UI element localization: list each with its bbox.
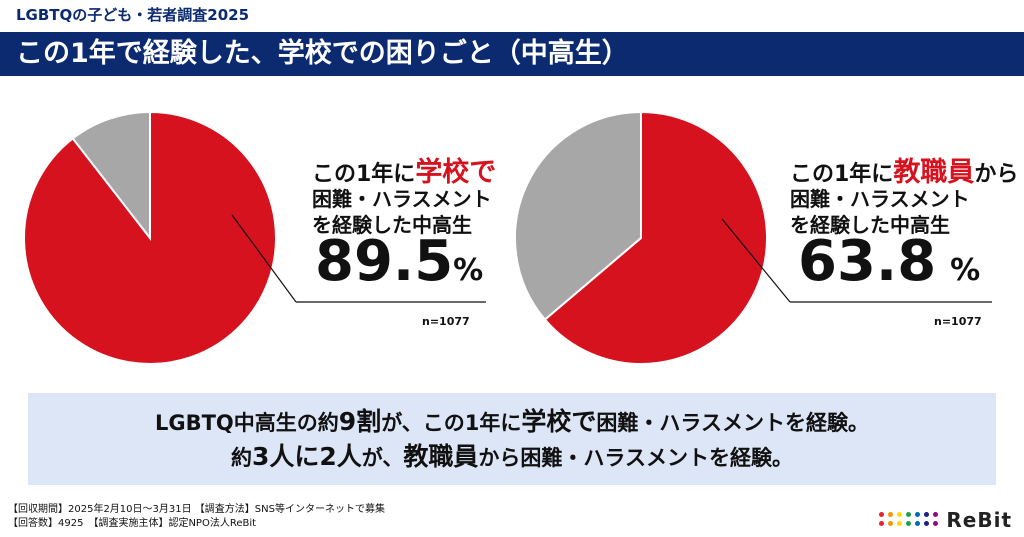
logo-dot bbox=[897, 521, 903, 526]
left-highlight: 学校で bbox=[415, 157, 497, 188]
logo-dot bbox=[906, 512, 912, 517]
callout-line-left bbox=[231, 214, 297, 303]
footnote-line1: 【回収期間】2025年2月10日〜3月31日 【調査方法】SNS等インターネット… bbox=[8, 504, 385, 515]
footnote-line2: 【回答数】4925 【調査実施主体】認定NPO法人ReBit bbox=[8, 518, 257, 529]
left-percentage: 89.5% bbox=[315, 232, 483, 292]
right-callout-line1: この1年に教職員から bbox=[790, 157, 1019, 188]
logo-dot bbox=[924, 521, 930, 526]
logo-dot bbox=[933, 512, 939, 517]
logo-dot bbox=[933, 521, 939, 526]
logo-text: ReBit bbox=[946, 508, 1012, 532]
left-callout-line1: この1年に学校で bbox=[312, 157, 497, 188]
pie-slice-not-experienced bbox=[71, 110, 151, 241]
right-percent-sign: % bbox=[950, 253, 981, 288]
callout-line-right bbox=[721, 218, 791, 303]
right-sample-size: n=1077 bbox=[934, 315, 982, 328]
right-highlight: 教職員 bbox=[893, 157, 975, 188]
right-value: 63.8 bbox=[798, 229, 937, 294]
left-sample-size: n=1077 bbox=[422, 315, 470, 328]
summary-box: LGBTQ中高生の約9割が、この1年に学校で困難・ハラスメントを経験。 約3人に… bbox=[28, 393, 996, 485]
pie-slice-experienced bbox=[543, 110, 768, 365]
left-percent-sign: % bbox=[453, 253, 484, 288]
right-percentage: 63.8% bbox=[798, 232, 980, 292]
right-callout-line2: 困難・ハラスメント bbox=[790, 187, 970, 211]
logo-dots bbox=[879, 512, 940, 528]
logo-dot bbox=[915, 521, 921, 526]
logo-dot bbox=[915, 512, 921, 517]
survey-footnote: 【回収期間】2025年2月10日〜3月31日 【調査方法】SNS等インターネット… bbox=[8, 503, 385, 531]
logo-dot bbox=[906, 521, 912, 526]
logo-dot bbox=[879, 512, 885, 517]
rebit-logo: ReBit bbox=[879, 508, 1012, 532]
left-callout-line3: を経験した中高生 bbox=[312, 213, 472, 237]
logo-dot bbox=[879, 521, 885, 526]
pie-slice-not-experienced bbox=[514, 110, 642, 321]
pie-chart-teachers bbox=[514, 110, 768, 365]
logo-dot bbox=[888, 521, 894, 526]
page-title: この1年で経験した、学校での困りごと（中高生） bbox=[0, 32, 1024, 76]
left-value: 89.5 bbox=[315, 229, 454, 294]
logo-dot bbox=[924, 512, 930, 517]
summary-row-1: LGBTQ中高生の約9割が、この1年に学校で困難・ハラスメントを経験。 bbox=[154, 407, 870, 436]
logo-dot bbox=[897, 512, 903, 517]
pie-chart-school bbox=[23, 110, 277, 365]
summary-row-2: 約3人に2人が、教職員から困難・ハラスメントを経験。 bbox=[231, 442, 793, 471]
logo-dot bbox=[888, 512, 894, 517]
left-callout-line2: 困難・ハラスメント bbox=[312, 187, 492, 211]
right-callout-line3: を経験した中高生 bbox=[790, 213, 950, 237]
survey-label: LGBTQの子ども・若者調査2025 bbox=[16, 6, 250, 24]
